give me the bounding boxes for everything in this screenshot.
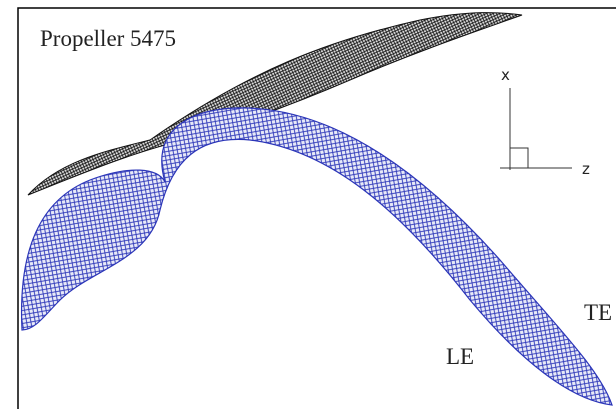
trailing-edge-label: TE: [584, 300, 612, 325]
page: Propeller 5475 x z LE TE (() => { const …: [0, 0, 616, 409]
leading-edge-label: LE: [446, 344, 474, 369]
propeller-figure: Propeller 5475 x z LE TE: [0, 0, 616, 409]
figure-title: Propeller 5475: [40, 26, 176, 51]
z-axis-label: z: [582, 160, 590, 178]
x-axis-label: x: [501, 66, 510, 84]
